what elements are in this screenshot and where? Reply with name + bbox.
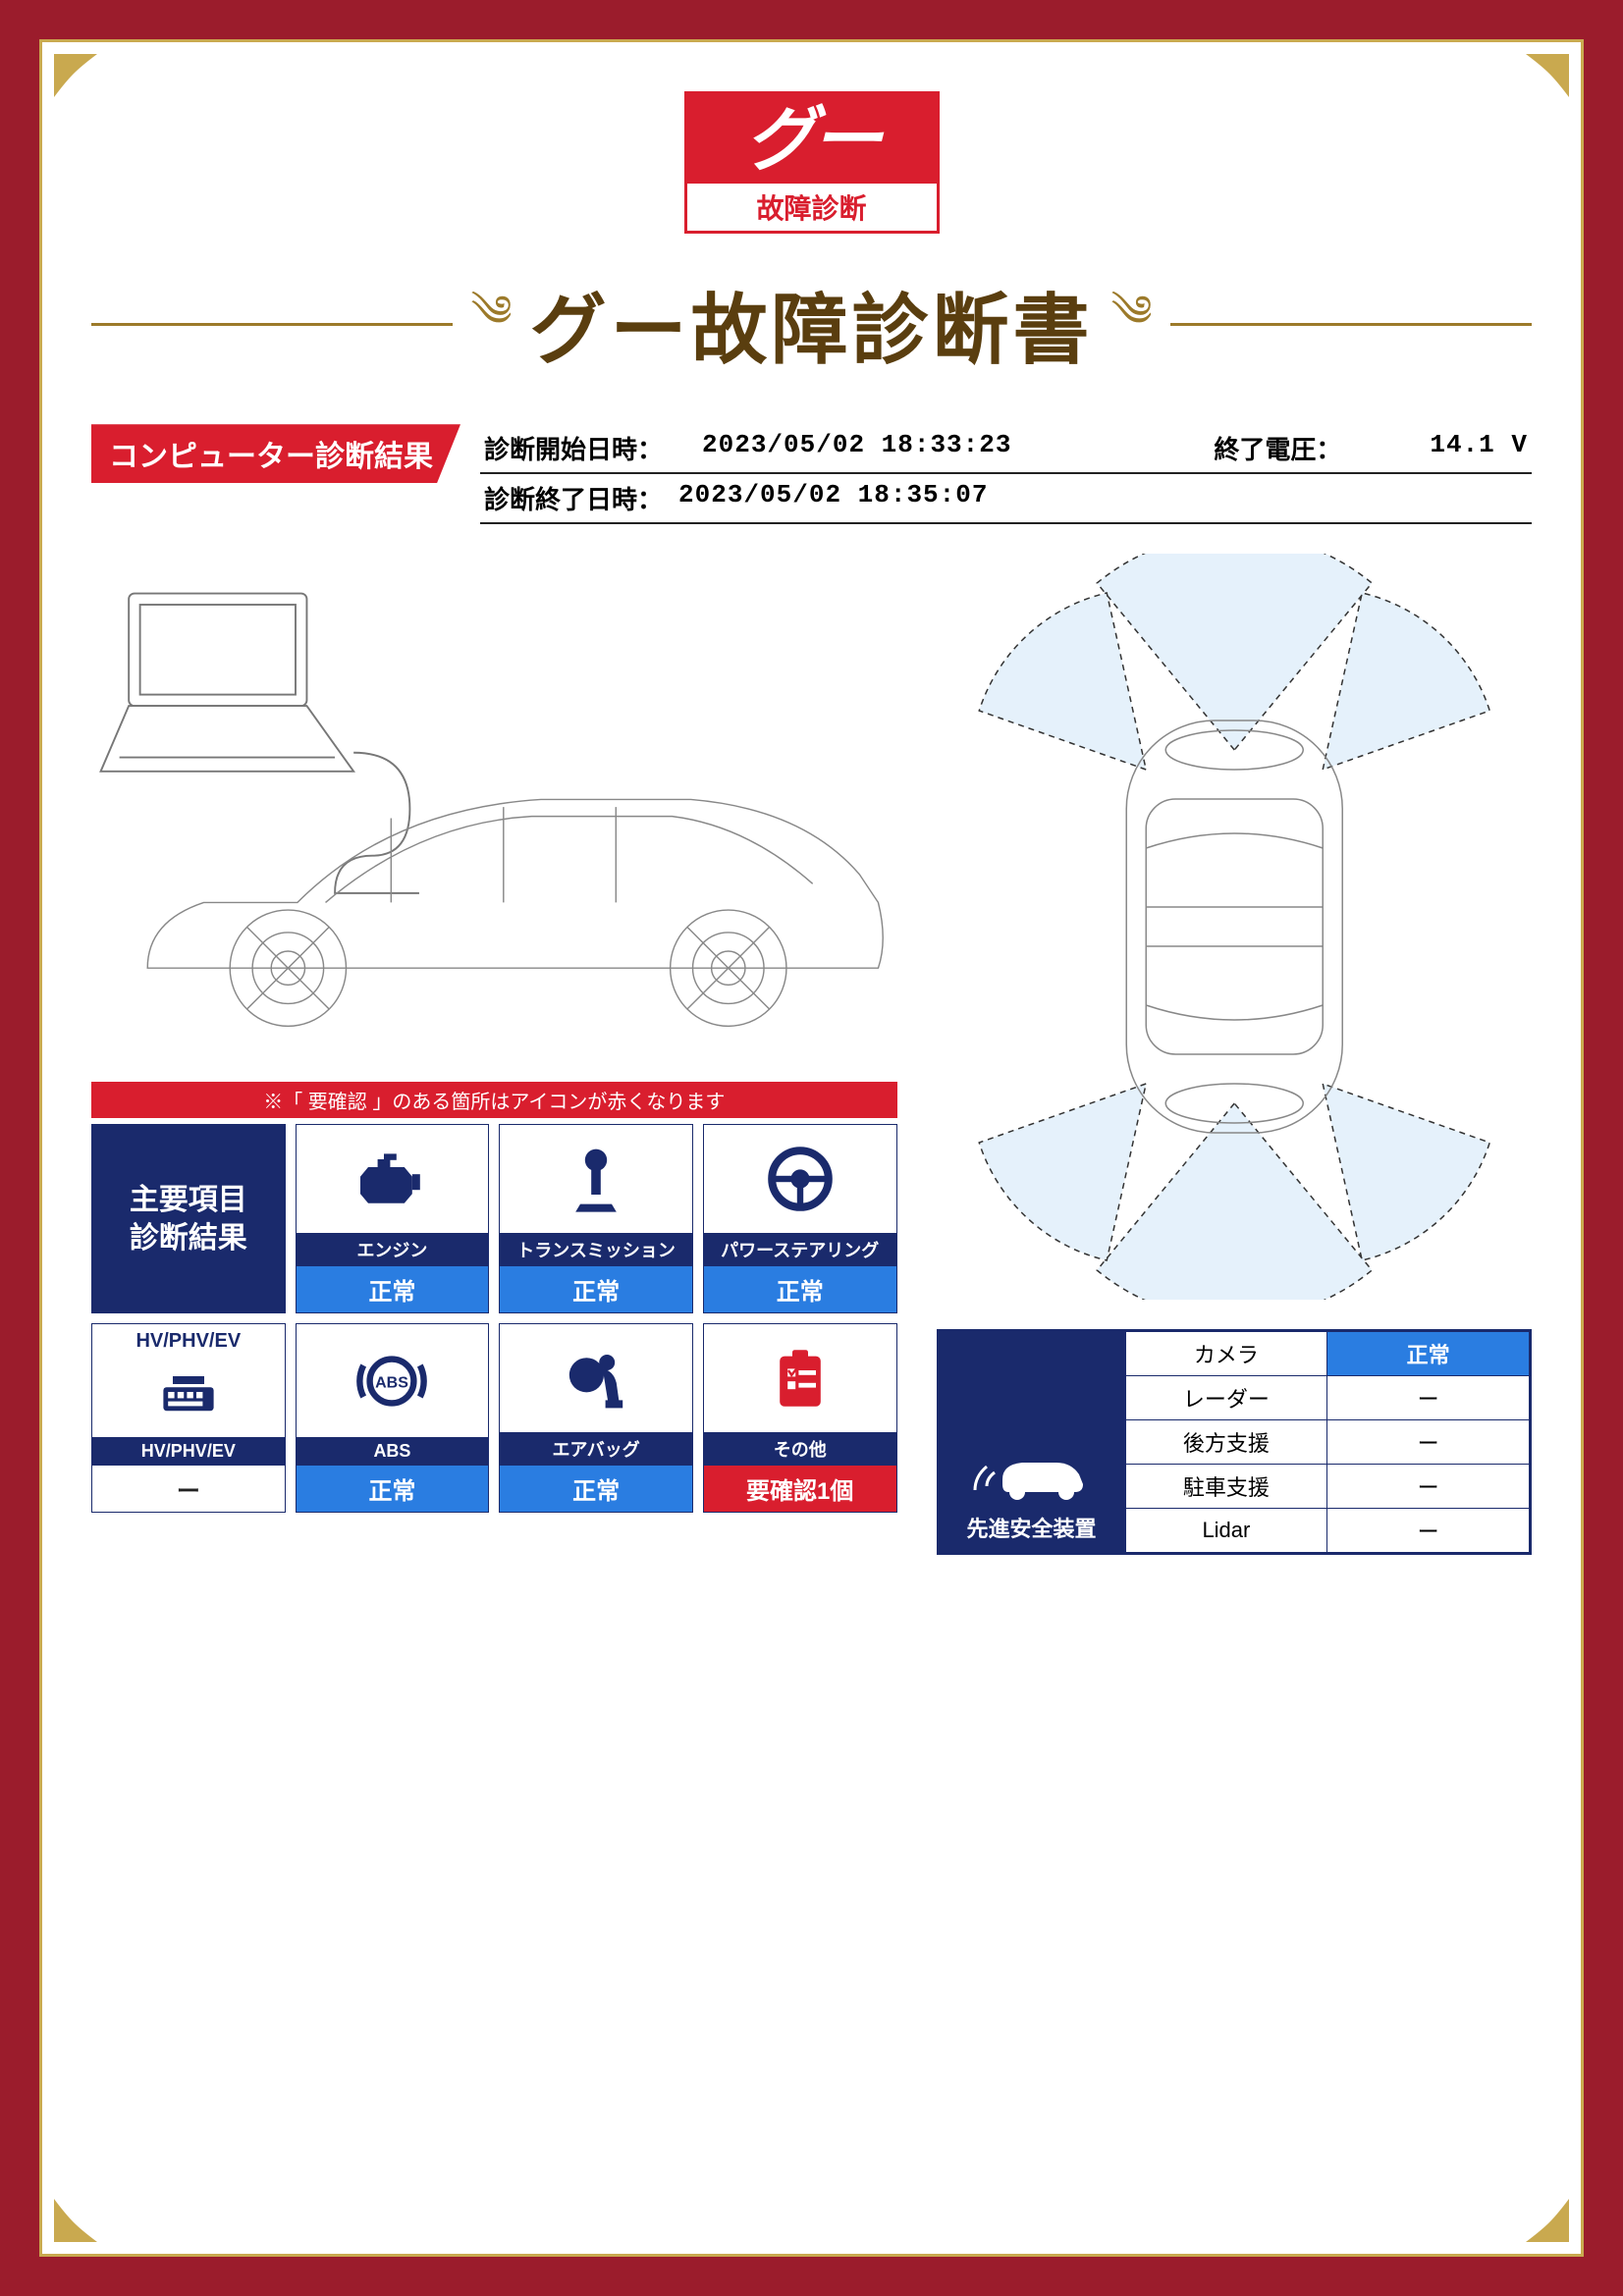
other-label: その他 [704,1432,896,1466]
safety-row: カメラ正常 [1125,1332,1529,1376]
trans-status: 正常 [500,1266,692,1312]
brand-sub: 故障診断 [687,184,937,231]
abs-icon: ABS [297,1324,489,1437]
notice-bar: ※「 要確認 」のある箇所はアイコンが赤くなります [91,1082,897,1118]
section-ribbon: コンピューター診断結果 [91,424,460,483]
diagnosis-item-other: その他要確認1個 [703,1323,897,1513]
safety-row-name: 後方支援 [1125,1420,1327,1465]
end-voltage-label: 終了電圧： [1214,430,1390,466]
safety-rows: カメラ正常レーダーー後方支援ー駐車支援ーLidarー [1125,1331,1530,1553]
steer-status: 正常 [704,1266,896,1312]
safety-table: 先進安全装置 カメラ正常レーダーー後方支援ー駐車支援ーLidarー [937,1329,1532,1555]
page-inner: グー 故障診断 ༄ グー故障診断書 ༄ コンピューター診断結果 診断開始日時： … [39,39,1584,2257]
car-sensor-icon [973,1435,1091,1504]
diagnosis-item-trans: トランスミッション正常 [499,1124,693,1313]
brand-logo: グー 故障診断 [684,91,940,234]
safety-row: 駐車支援ー [1125,1465,1529,1509]
abs-label: ABS [297,1437,489,1466]
diagram-right-column: 先進安全装置 カメラ正常レーダーー後方支援ー駐車支援ーLidarー [937,554,1532,1555]
safety-row: Lidarー [1125,1509,1529,1553]
engine-label: エンジン [297,1233,489,1266]
diagnosis-item-airbag: エアバッグ正常 [499,1323,693,1513]
start-time-label: 診断開始日時： [484,430,663,466]
steer-icon [704,1125,896,1233]
safety-row: レーダーー [1125,1376,1529,1420]
svg-text:ABS: ABS [376,1374,409,1391]
flourish-left-icon: ༄ [470,263,512,385]
hv-status: ー [92,1466,285,1512]
safety-header-label: 先進安全装置 [967,1512,1097,1543]
diagnosis-grid: 主要項目 診断結果エンジン正常トランスミッション正常パワーステアリング正常HV/… [91,1124,897,1513]
safety-row: 後方支援ー [1125,1420,1529,1465]
safety-row-value: ー [1327,1465,1530,1509]
safety-header-cell: 先進安全装置 [939,1331,1125,1553]
safety-row-value: ー [1327,1509,1530,1553]
flourish-right-icon: ༄ [1111,263,1153,385]
diagnosis-item-abs: ABSABS正常 [296,1323,490,1513]
steer-label: パワーステアリング [704,1233,896,1266]
diagram-row: ※「 要確認 」のある箇所はアイコンが赤くなります 主要項目 診断結果エンジン正… [91,554,1532,1555]
corner-ornament-icon [1494,2167,1573,2246]
page-title: グー故障診断書 [530,269,1094,379]
title-row: ༄ グー故障診断書 ༄ [91,263,1532,385]
meta-column: 診断開始日時： 2023/05/02 18:33:23 終了電圧： 14.1 V… [480,424,1532,524]
safety-row-value: ー [1327,1420,1530,1465]
airbag-label: エアバッグ [500,1432,692,1466]
trans-icon [500,1125,692,1233]
brand-name: グー [687,94,937,184]
corner-ornament-icon [50,50,129,129]
abs-status: 正常 [297,1466,489,1512]
hv-label: HV/PHV/EV [92,1437,285,1466]
engine-icon [297,1125,489,1233]
other-status: 要確認1個 [704,1466,896,1512]
title-rule-left [91,323,453,326]
airbag-status: 正常 [500,1466,692,1512]
car-side-wireframe [91,554,897,1064]
meta-line-1: 診断開始日時： 2023/05/02 18:33:23 終了電圧： 14.1 V [480,424,1532,474]
diagnosis-item-hv: HV/PHV/EVHV/PHV/EVー [91,1323,286,1513]
end-time-value: 2023/05/02 18:35:07 [678,480,988,516]
safety-row-name: 駐車支援 [1125,1465,1327,1509]
safety-row-name: Lidar [1125,1509,1327,1553]
end-voltage-value: 14.1 V [1430,430,1528,466]
airbag-icon [500,1324,692,1432]
corner-ornament-icon [1494,50,1573,129]
safety-row-value: 正常 [1327,1332,1530,1376]
start-time-value: 2023/05/02 18:33:23 [702,430,1011,466]
page-outer: グー 故障診断 ༄ グー故障診断書 ༄ コンピューター診断結果 診断開始日時： … [0,0,1623,2296]
safety-row-name: レーダー [1125,1376,1327,1420]
safety-row-value: ー [1327,1376,1530,1420]
engine-status: 正常 [297,1266,489,1312]
car-sensor-topview [937,554,1532,1300]
section-header-row: コンピューター診断結果 診断開始日時： 2023/05/02 18:33:23 … [91,424,1532,524]
other-icon [704,1324,896,1432]
diagnosis-item-engine: エンジン正常 [296,1124,490,1313]
diagnosis-item-steer: パワーステアリング正常 [703,1124,897,1313]
diagnosis-grid-header: 主要項目 診断結果 [91,1124,286,1313]
meta-line-2: 診断終了日時： 2023/05/02 18:35:07 [480,474,1532,524]
corner-ornament-icon [50,2167,129,2246]
hv-icon: HV/PHV/EV [92,1324,285,1437]
trans-label: トランスミッション [500,1233,692,1266]
safety-row-name: カメラ [1125,1332,1327,1376]
end-time-label: 診断終了日時： [484,480,663,516]
diagram-left-column: ※「 要確認 」のある箇所はアイコンが赤くなります 主要項目 診断結果エンジン正… [91,554,897,1555]
title-rule-right [1170,323,1532,326]
